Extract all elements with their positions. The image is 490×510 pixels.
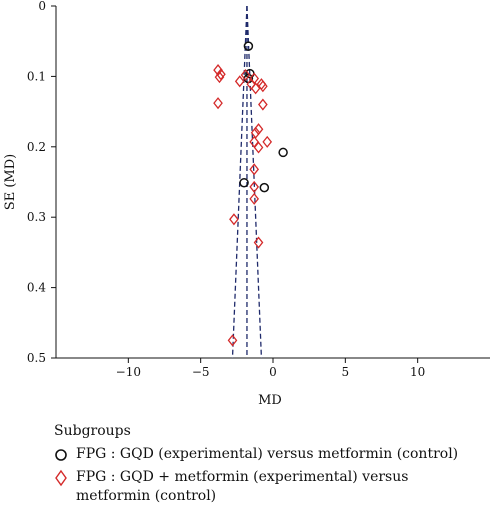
y-tick-label: 0.1 bbox=[27, 69, 46, 83]
data-point-diamond bbox=[214, 71, 225, 84]
y-tick-label: 0.5 bbox=[27, 351, 46, 365]
data-point-diamond bbox=[213, 97, 223, 110]
data-point-circle bbox=[259, 182, 270, 193]
data-point-diamond bbox=[253, 123, 264, 136]
legend: Subgroups FPG : GQD (experimental) versu… bbox=[54, 422, 474, 506]
circle-marker-icon bbox=[55, 449, 67, 461]
x-tick-label: 5 bbox=[342, 365, 350, 379]
data-point-diamond bbox=[234, 75, 245, 88]
data-point-circle bbox=[278, 147, 288, 158]
data-point-circle bbox=[239, 177, 249, 188]
y-tick-label: 0 bbox=[38, 0, 46, 13]
data-point-diamond bbox=[253, 236, 264, 249]
data-point-diamond bbox=[249, 180, 260, 193]
legend-title: Subgroups bbox=[54, 423, 131, 439]
data-point-diamond bbox=[262, 135, 273, 148]
axes bbox=[55, 6, 490, 359]
x-axis-title: MD bbox=[258, 393, 282, 408]
data-point-diamond bbox=[229, 213, 239, 226]
legend-item-gqd: FPG : GQD (experimental) versus metformi… bbox=[54, 445, 474, 464]
data-point-diamond bbox=[258, 98, 268, 111]
data-point-diamond bbox=[246, 78, 257, 91]
x-tick-label: 0 bbox=[269, 365, 277, 379]
y-tick-label: 0.2 bbox=[27, 140, 46, 154]
legend-label-gqd-metformin: FPG : GQD + metformin (experimental) ver… bbox=[76, 469, 409, 504]
x-tick-label: 10 bbox=[410, 365, 425, 379]
funnel-lines bbox=[231, 5, 263, 359]
data-point-diamond bbox=[253, 141, 264, 154]
y-tick-label: 0.3 bbox=[27, 210, 46, 224]
data-points bbox=[213, 41, 288, 347]
funnel-plot: −10 −5 0 5 10 0 0.1 0.2 0.3 0.4 0.5 MD SE (MD) bbox=[3, 0, 490, 408]
data-point-diamond bbox=[250, 82, 261, 95]
y-axis-title: SE (MD) bbox=[3, 154, 18, 210]
data-point-diamond bbox=[258, 80, 268, 93]
data-point-diamond bbox=[227, 334, 238, 347]
x-axis-ticks: −10 −5 0 5 10 bbox=[116, 358, 425, 379]
legend-label-gqd: FPG : GQD (experimental) versus metformi… bbox=[76, 446, 459, 462]
data-point-diamond bbox=[249, 163, 260, 176]
y-tick-label: 0.4 bbox=[27, 281, 46, 295]
legend-item-gqd-metformin: FPG : GQD + metformin (experimental) ver… bbox=[54, 468, 474, 506]
data-point-circle bbox=[243, 41, 254, 51]
diamond-marker-icon bbox=[55, 469, 67, 487]
data-point-diamond bbox=[249, 135, 260, 148]
x-tick-label: −10 bbox=[116, 365, 141, 379]
data-point-diamond bbox=[240, 68, 251, 82]
y-axis-ticks: 0 0.1 0.2 0.3 0.4 0.5 bbox=[27, 0, 56, 365]
x-tick-label: −5 bbox=[192, 365, 210, 379]
data-point-diamond bbox=[249, 192, 260, 205]
